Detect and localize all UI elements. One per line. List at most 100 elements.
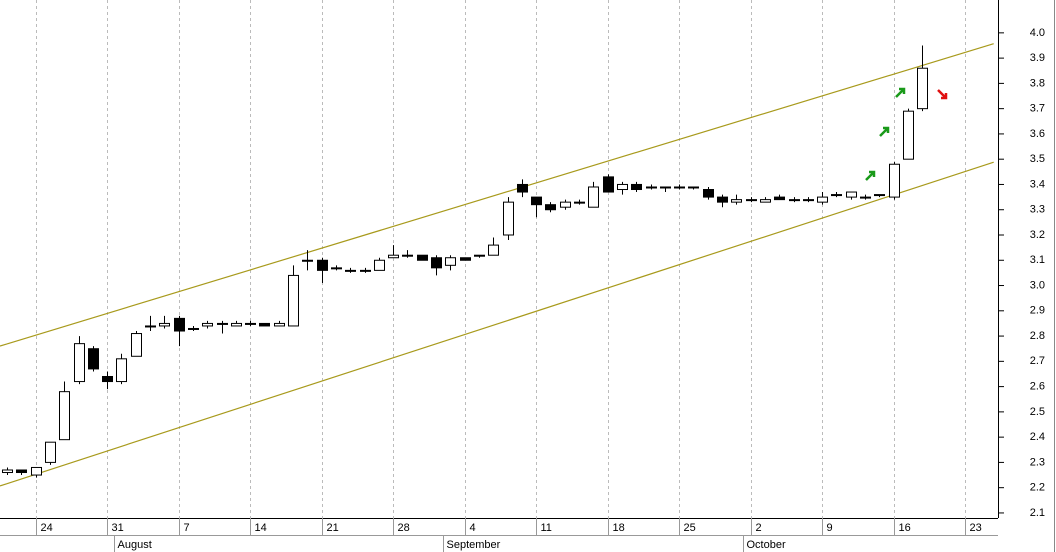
candle-body: [889, 163, 900, 198]
candle-body: [345, 269, 356, 272]
candle-body: [631, 183, 642, 191]
x-tick-label: 4: [470, 522, 476, 534]
candle-body: [831, 194, 842, 197]
candle-body: [731, 199, 742, 203]
candle-body: [288, 274, 299, 327]
y-tick-label: 2.6: [1030, 381, 1045, 393]
plot-area: [0, 0, 998, 518]
up-arrow: [865, 170, 876, 181]
y-tick-label: 4.0: [1030, 27, 1045, 39]
candle-body: [317, 259, 328, 271]
candle-body: [102, 375, 113, 383]
candle-body: [159, 322, 170, 327]
candle-body: [116, 358, 127, 383]
candle-body: [245, 322, 256, 325]
candle-body: [660, 186, 671, 189]
candle-body: [474, 254, 485, 257]
y-tick-label: 2.3: [1030, 456, 1045, 468]
up-arrow: [895, 87, 906, 98]
candle-body: [545, 204, 556, 211]
y-tick-label: 3.4: [1030, 178, 1045, 190]
y-axis-area: [998, 0, 1056, 552]
y-tick-label: 3.6: [1030, 128, 1045, 140]
candle-body: [674, 186, 685, 189]
y-tick-label: 3.9: [1030, 52, 1045, 64]
month-label: October: [747, 539, 786, 551]
y-tick-label: 3.3: [1030, 204, 1045, 216]
candle-body: [374, 259, 385, 271]
candle-body: [746, 199, 757, 202]
month-label: August: [118, 539, 152, 551]
candle-body: [860, 196, 871, 199]
candle-body: [131, 333, 142, 357]
candle-body: [874, 194, 885, 197]
candle-body: [817, 196, 828, 203]
candle-body: [402, 254, 413, 257]
y-tick-label: 2.1: [1030, 507, 1045, 519]
trend-line-extension: [0, 483, 8, 487]
candle-body: [431, 257, 442, 269]
candle-body: [174, 317, 185, 332]
y-tick-label: 2.5: [1030, 406, 1045, 418]
candle-body: [45, 441, 56, 463]
trend-line: [6, 161, 994, 485]
x-tick-label: 18: [613, 522, 625, 534]
x-tick-label: 2: [756, 522, 762, 534]
candle-body: [717, 196, 728, 203]
signals: [865, 87, 948, 181]
candle-body: [59, 391, 70, 441]
candle-body: [803, 199, 814, 202]
candle-body: [331, 267, 342, 270]
candle-body: [274, 322, 285, 327]
candle-body: [2, 469, 13, 474]
x-tick-label: 11: [541, 522, 552, 534]
candle-body: [574, 201, 585, 204]
x-tick-label: 21: [327, 522, 339, 534]
candle-body: [88, 348, 99, 370]
candle-body: [460, 257, 471, 261]
candle-body: [74, 343, 85, 383]
candle-body: [388, 254, 399, 259]
y-tick-label: 2.4: [1030, 431, 1045, 443]
candle-body: [789, 199, 800, 202]
candle-body: [846, 191, 857, 198]
trend-line-extension: [0, 343, 8, 347]
x-tick-label: 16: [899, 522, 911, 534]
candle-body: [360, 269, 371, 272]
y-tick-label: 3.2: [1030, 229, 1045, 241]
x-tick-label: 25: [684, 522, 696, 534]
candle-body: [517, 183, 528, 193]
candle-body: [560, 201, 571, 208]
y-tick-label: 3.7: [1030, 103, 1045, 115]
month-label: September: [447, 539, 501, 551]
candle-body: [903, 110, 914, 160]
candle-body: [217, 322, 228, 325]
y-tick-label: 2.2: [1030, 482, 1045, 494]
trend-line: [6, 43, 994, 345]
y-tick-label: 3.5: [1030, 153, 1045, 165]
candle-body: [302, 259, 313, 262]
x-tick-label: 28: [398, 522, 410, 534]
up-arrow: [879, 126, 890, 137]
candle-body: [188, 327, 199, 330]
x-tick-label: 23: [970, 522, 982, 534]
x-tick-label: 7: [184, 522, 190, 534]
candle-body: [145, 325, 156, 328]
y-tick-label: 2.8: [1030, 330, 1045, 342]
candle-body: [503, 201, 514, 236]
candle-body: [760, 199, 771, 203]
candle-body: [231, 322, 242, 327]
y-tick-label: 2.7: [1030, 355, 1045, 367]
candle-body: [445, 257, 456, 266]
x-tick-label: 14: [255, 522, 267, 534]
candle-body: [259, 322, 270, 327]
candle-body: [617, 183, 628, 191]
down-arrow: [937, 89, 948, 100]
x-tick-label: 24: [41, 522, 53, 534]
y-tick-label: 3.0: [1030, 279, 1045, 291]
candle-body: [202, 322, 213, 327]
candle-body: [917, 67, 928, 110]
candle-body: [688, 186, 699, 189]
candle-body: [417, 254, 428, 261]
